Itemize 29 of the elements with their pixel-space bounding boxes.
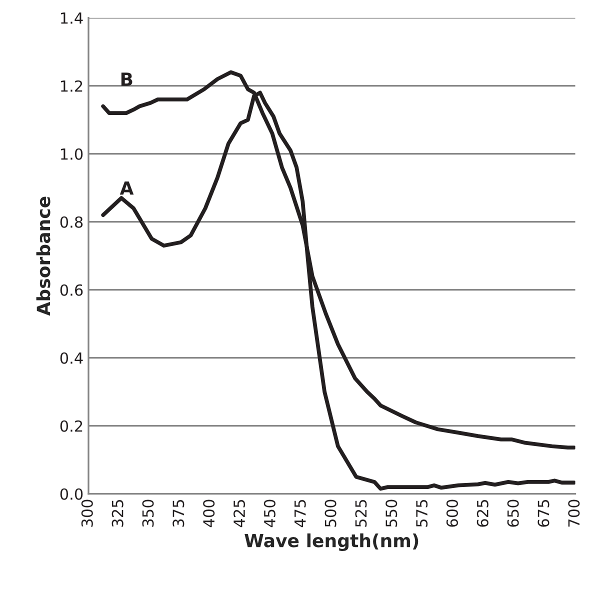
y-tick-label: 1.2 xyxy=(61,80,82,92)
x-axis-title: Wave length(nm) xyxy=(244,533,418,552)
x-tick-label: 625 xyxy=(476,500,488,527)
x-tick-label: 600 xyxy=(446,500,458,527)
x-tick-label: 375 xyxy=(172,500,184,527)
x-tick-label: 475 xyxy=(294,500,306,528)
x-tick-label: 675 xyxy=(538,500,550,527)
y-tick-label: 0.6 xyxy=(60,284,83,296)
x-tick-label: 500 xyxy=(324,500,336,527)
y-tick-label: 0.4 xyxy=(60,352,83,364)
series-label: A xyxy=(120,181,134,195)
x-tick-label: 575 xyxy=(416,500,428,527)
series-label: B xyxy=(121,72,132,86)
y-tick-label: 0.0 xyxy=(60,488,83,500)
x-tick-label: 450 xyxy=(264,500,276,528)
x-tick-label: 650 xyxy=(507,500,519,527)
x-tick-label: 350 xyxy=(142,500,154,527)
x-tick-label: 300 xyxy=(81,500,93,527)
x-tick-label: 700 xyxy=(568,500,580,527)
x-tick-label: 525 xyxy=(355,500,367,527)
x-tick-label: 325 xyxy=(112,500,124,527)
y-tick-label: 1.0 xyxy=(61,148,83,160)
y-tick-label: 1.4 xyxy=(61,12,83,24)
y-tick-label: 0.8 xyxy=(60,216,83,228)
y-tick-label: 0.2 xyxy=(60,420,82,432)
y-axis-title: Absorbance xyxy=(36,196,50,316)
x-tick-label: 400 xyxy=(203,500,215,528)
x-tick-label: 425 xyxy=(233,500,246,528)
x-tick-label: 550 xyxy=(386,500,398,527)
